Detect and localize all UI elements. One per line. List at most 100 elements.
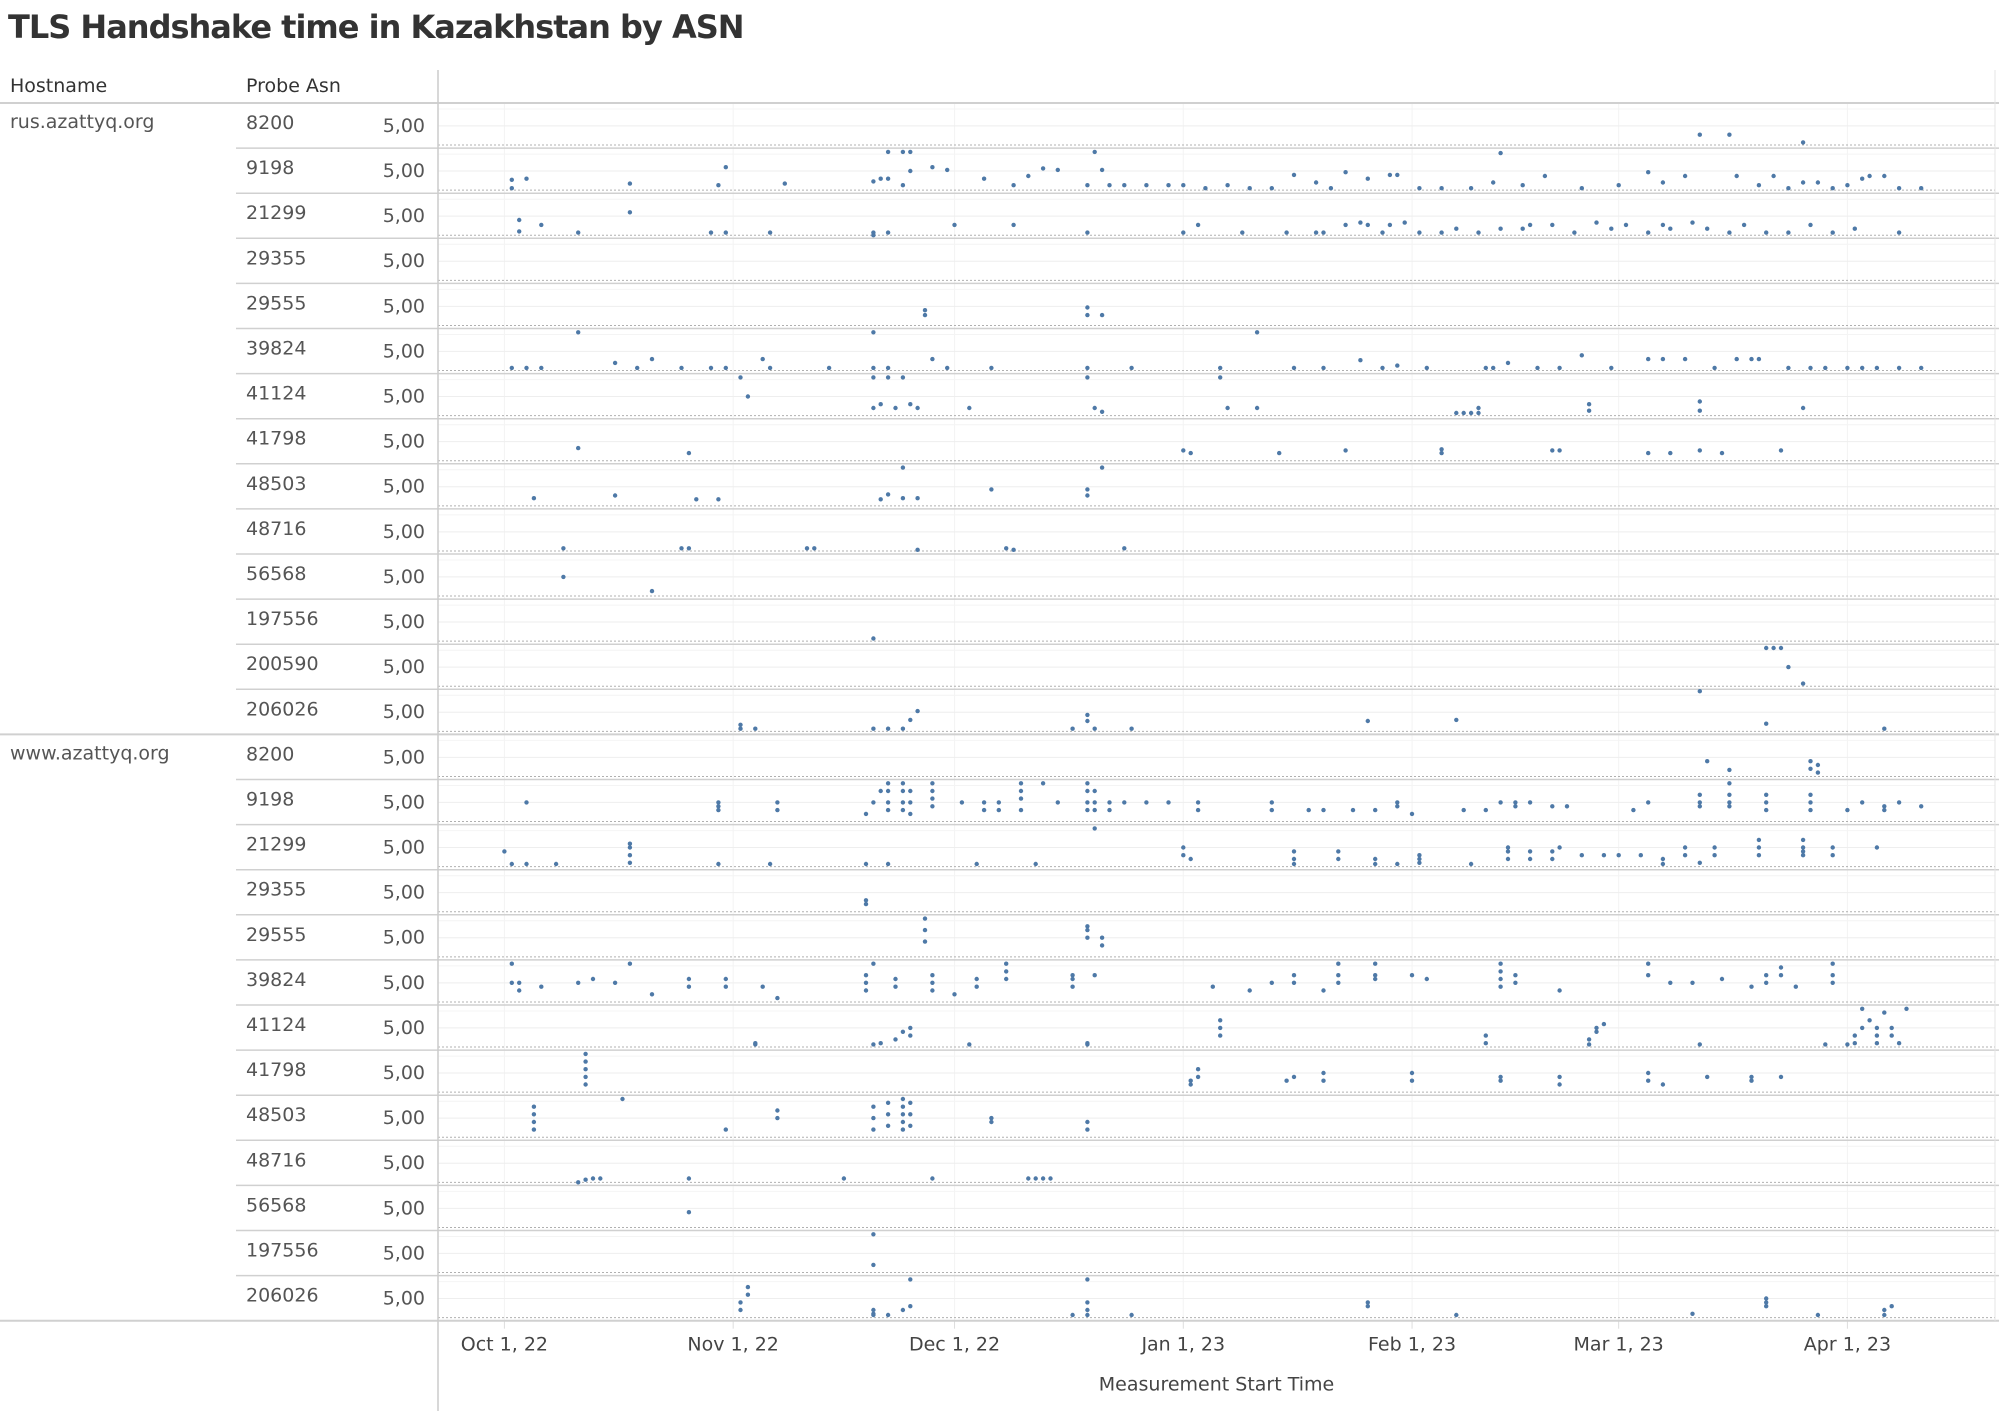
data-point	[1144, 800, 1149, 805]
asn-label: 41798	[246, 428, 306, 450]
asn-row: 200590 5,00	[246, 645, 1995, 687]
data-point	[1498, 226, 1503, 231]
asn-label: 29355	[246, 247, 306, 269]
data-point	[930, 1176, 935, 1181]
data-point	[1350, 807, 1356, 813]
data-point	[1712, 853, 1717, 858]
data-point	[1218, 1018, 1223, 1023]
data-point	[952, 992, 957, 997]
data-point	[908, 811, 913, 817]
data-point	[1018, 796, 1024, 801]
data-point	[1291, 861, 1297, 867]
data-point	[1409, 1078, 1415, 1083]
data-point	[1409, 811, 1415, 817]
data-point	[620, 1096, 625, 1102]
data-point	[1764, 807, 1769, 813]
data-point	[915, 547, 920, 552]
data-point	[1919, 804, 1924, 809]
data-point	[900, 781, 906, 786]
y-tick-label: 5,00	[383, 1062, 425, 1084]
data-point	[1646, 1070, 1651, 1076]
data-point	[583, 1067, 588, 1072]
data-point	[1771, 173, 1776, 179]
data-point	[981, 807, 987, 813]
y-tick-label: 5,00	[383, 115, 425, 137]
data-point	[1085, 1277, 1090, 1282]
y-tick-label: 5,00	[383, 386, 425, 408]
data-point	[1778, 1074, 1784, 1080]
data-point	[1845, 807, 1850, 813]
data-point	[871, 636, 876, 641]
data-point	[812, 546, 817, 551]
data-point	[517, 217, 522, 223]
data-point	[775, 1115, 780, 1121]
asn-label: 41124	[246, 383, 306, 405]
data-point	[1778, 645, 1784, 651]
data-point	[1498, 969, 1503, 974]
data-point	[1808, 365, 1813, 371]
data-point	[1749, 356, 1754, 362]
data-point	[531, 496, 537, 501]
data-point	[1092, 973, 1097, 978]
data-point	[863, 973, 869, 978]
data-point	[1749, 1078, 1754, 1083]
data-point	[1099, 465, 1105, 470]
data-point	[716, 800, 721, 805]
data-point	[945, 167, 950, 173]
data-point	[908, 717, 913, 723]
data-point	[1860, 800, 1865, 805]
asn-label: 48716	[246, 1149, 306, 1171]
data-point	[1764, 645, 1769, 651]
asn-label: 8200	[246, 743, 294, 765]
data-point	[1070, 726, 1075, 731]
data-point	[871, 330, 876, 335]
data-point	[1387, 172, 1393, 178]
data-point	[716, 497, 721, 502]
data-point	[612, 493, 618, 498]
data-point	[723, 976, 728, 982]
data-point	[1107, 800, 1112, 805]
data-point	[900, 1112, 906, 1117]
data-point	[1070, 984, 1075, 989]
data-point	[1800, 180, 1806, 185]
data-point	[1026, 1176, 1031, 1181]
data-point	[524, 861, 529, 867]
data-point	[1085, 312, 1090, 318]
data-point	[775, 807, 780, 813]
data-point	[1845, 365, 1850, 371]
data-point	[1439, 230, 1444, 235]
data-point	[649, 992, 655, 997]
data-point	[1874, 845, 1880, 850]
data-point	[885, 365, 891, 371]
data-point	[930, 973, 935, 978]
data-point	[745, 394, 751, 399]
data-point	[1764, 792, 1769, 797]
data-point	[1218, 365, 1223, 371]
data-point	[1395, 800, 1400, 805]
data-point	[612, 980, 618, 985]
data-point	[753, 726, 758, 731]
data-point	[1756, 853, 1762, 858]
data-point	[1764, 980, 1769, 985]
data-point	[1594, 1025, 1599, 1031]
data-point	[1181, 845, 1186, 850]
data-point	[885, 375, 891, 380]
data-point	[1867, 173, 1872, 179]
data-point	[1749, 984, 1754, 989]
data-point	[1122, 183, 1127, 188]
data-point	[1764, 230, 1769, 235]
data-point	[1564, 804, 1570, 809]
data-point	[1476, 230, 1481, 235]
data-point	[1254, 405, 1260, 411]
data-point	[1660, 180, 1666, 185]
data-point	[878, 402, 883, 407]
data-point	[1373, 856, 1378, 862]
data-point	[900, 1029, 906, 1035]
data-point	[1646, 170, 1651, 175]
data-point	[885, 800, 891, 805]
data-point	[1638, 853, 1644, 858]
data-point	[1808, 766, 1813, 771]
chart-title: TLS Handshake time in Kazakhstan by ASN	[8, 8, 745, 46]
data-point	[745, 1292, 751, 1297]
asn-label: 48503	[246, 1104, 306, 1126]
